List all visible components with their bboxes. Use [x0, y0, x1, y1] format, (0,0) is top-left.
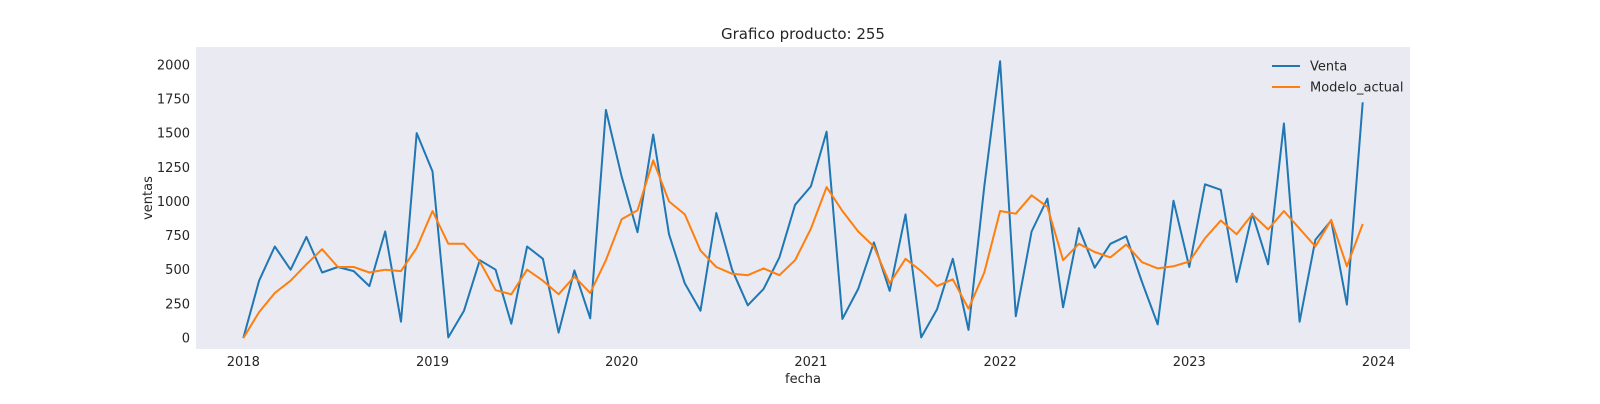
x-axis-ticks: 2018 2019 2020 2021 2022 2023 2024: [227, 355, 1395, 370]
legend-label: Modelo_actual: [1310, 81, 1404, 96]
x-tick-label: 2020: [605, 355, 638, 370]
series-line-venta: [242, 60, 1364, 339]
plot-area: [196, 47, 1410, 349]
y-tick-label: 750: [165, 229, 190, 244]
legend: Venta Modelo_actual: [1272, 60, 1404, 96]
y-tick-label: 1250: [157, 161, 190, 176]
y-tick-label: 2000: [157, 58, 190, 73]
y-tick-label: 500: [165, 263, 190, 278]
series-line-modelo-actual: [242, 159, 1364, 339]
x-tick-label: 2018: [227, 355, 260, 370]
x-tick-label: 2022: [984, 355, 1017, 370]
chart-title: Grafico producto: 255: [721, 25, 885, 43]
y-tick-label: 0: [182, 332, 190, 347]
x-tick-label: 2021: [794, 355, 827, 370]
y-tick-label: 1750: [157, 92, 190, 107]
y-tick-label: 1500: [157, 127, 190, 142]
series-lines: [242, 60, 1364, 339]
x-tick-label: 2019: [416, 355, 449, 370]
legend-label: Venta: [1310, 60, 1347, 75]
y-axis-ticks: 0 250 500 750 1000 1250 1500 1750 2000: [157, 58, 190, 346]
y-tick-label: 250: [165, 297, 190, 312]
y-axis-label: ventas: [141, 176, 156, 220]
x-axis-label: fecha: [785, 372, 821, 387]
y-tick-label: 1000: [157, 195, 190, 210]
x-tick-label: 2023: [1173, 355, 1206, 370]
x-tick-label: 2024: [1362, 355, 1395, 370]
